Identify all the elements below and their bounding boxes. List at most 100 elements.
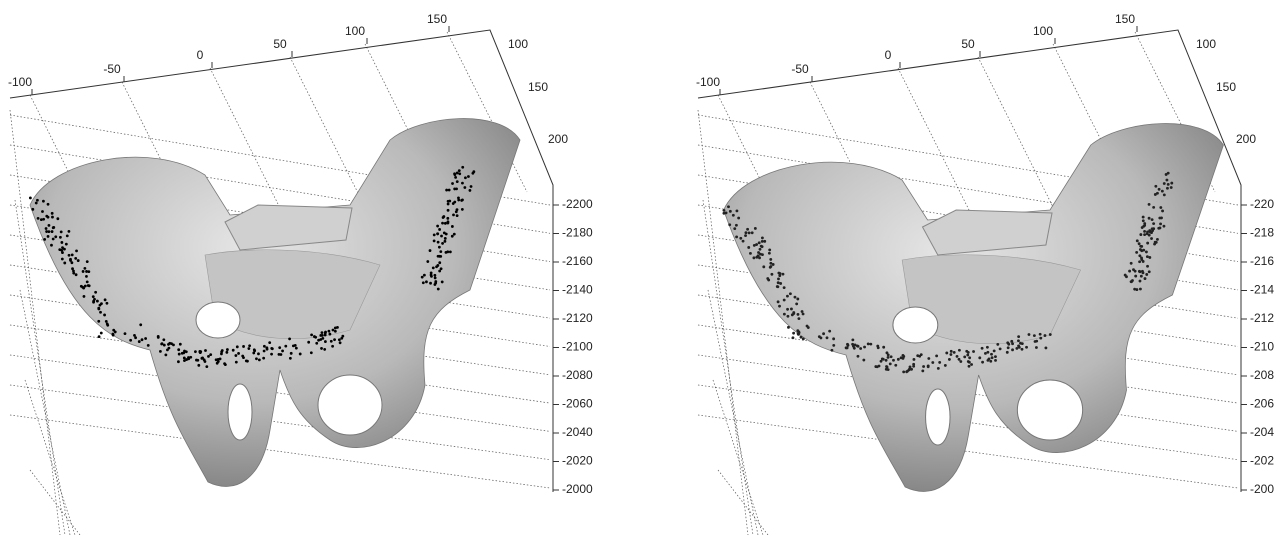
surface-point — [1145, 273, 1148, 276]
surface-point — [234, 354, 237, 357]
surface-point — [209, 353, 212, 356]
surface-point — [320, 347, 323, 350]
surface-point — [735, 224, 738, 227]
surface-point — [744, 234, 747, 237]
surface-point — [144, 337, 147, 340]
surface-point — [1039, 337, 1042, 340]
surface-point — [1158, 217, 1161, 220]
surface-point — [438, 261, 441, 264]
surface-point — [754, 227, 757, 230]
surface-point — [859, 347, 862, 350]
surface-point — [761, 253, 764, 256]
foramen — [228, 384, 252, 440]
surface-point — [762, 265, 765, 268]
surface-point — [986, 351, 989, 354]
surface-point — [183, 359, 186, 362]
grid-line — [10, 110, 60, 535]
surface-point — [966, 354, 969, 357]
surface-point — [469, 189, 472, 192]
surface-point — [321, 331, 324, 334]
surface-point — [801, 310, 804, 313]
surface-point — [1139, 270, 1142, 273]
surface-point — [71, 253, 74, 256]
surface-point — [281, 350, 284, 353]
surface-point — [746, 228, 749, 231]
surface-point — [147, 344, 150, 347]
surface-point — [777, 300, 780, 303]
surface-point — [237, 352, 240, 355]
z-tick-label: -2000 — [1250, 482, 1274, 496]
surface-point — [908, 368, 911, 371]
surface-point — [749, 252, 752, 255]
surface-point — [769, 265, 772, 268]
surface-point — [1044, 334, 1047, 337]
x-tick-label: 100 — [1033, 24, 1053, 38]
surface-point — [1156, 238, 1159, 241]
surface-point — [739, 237, 742, 240]
surface-point — [857, 355, 860, 358]
surface-point — [789, 292, 792, 295]
surface-point — [310, 333, 313, 336]
surface-point — [204, 349, 207, 352]
surface-point — [61, 258, 64, 261]
surface-point — [105, 320, 108, 323]
surface-point — [426, 260, 429, 263]
surface-point — [994, 359, 997, 362]
surface-point — [1143, 224, 1146, 227]
surface-point — [768, 252, 771, 255]
surface-point — [75, 273, 78, 276]
surface-point — [1011, 342, 1014, 345]
surface-point — [458, 169, 461, 172]
grid-line — [708, 290, 758, 535]
surface-point — [927, 365, 930, 368]
surface-point — [921, 369, 924, 372]
surface-point — [461, 182, 464, 185]
x-tick-label: -100 — [696, 75, 720, 89]
surface-point — [1006, 351, 1009, 354]
surface-point — [1148, 217, 1151, 220]
surface-point — [271, 347, 274, 350]
surface-point — [52, 226, 55, 229]
x-tick-label: -100 — [8, 75, 32, 89]
surface-point — [263, 350, 266, 353]
surface-point — [953, 351, 956, 354]
surface-point — [1146, 265, 1149, 268]
surface-point — [1034, 340, 1037, 343]
surface-point — [41, 210, 44, 213]
surface-point — [1148, 256, 1151, 259]
surface-point — [319, 334, 322, 337]
surface-point — [458, 172, 461, 175]
z-tick-label: -2180 — [1250, 226, 1274, 240]
surface-point — [215, 358, 218, 361]
surface-point — [956, 355, 959, 358]
surface-point — [882, 358, 885, 361]
surface-point — [760, 245, 763, 248]
z-tick-label: -2020 — [562, 454, 593, 468]
surface-point — [248, 344, 251, 347]
surface-point — [897, 358, 900, 361]
surface-point — [776, 285, 779, 288]
surface-point — [45, 227, 48, 230]
surface-point — [751, 231, 754, 234]
surface-point — [1035, 346, 1038, 349]
surface-point — [970, 363, 973, 366]
surface-point — [777, 281, 780, 284]
surface-point — [878, 365, 881, 368]
surface-point — [51, 212, 54, 215]
surface-point — [333, 338, 336, 341]
surface-point — [819, 337, 822, 340]
surface-point — [876, 345, 879, 348]
surface-point — [1163, 225, 1166, 228]
z-tick-label: -2040 — [1250, 425, 1274, 439]
surface-point — [263, 345, 266, 348]
surface-point — [461, 208, 464, 211]
surface-point — [1152, 206, 1155, 209]
surface-point — [197, 364, 200, 367]
surface-point — [735, 209, 738, 212]
foramen — [1017, 380, 1082, 440]
surface-point — [168, 342, 171, 345]
foramen — [893, 307, 938, 343]
surface-point — [201, 357, 204, 360]
surface-point — [313, 335, 316, 338]
surface-point — [289, 357, 292, 360]
